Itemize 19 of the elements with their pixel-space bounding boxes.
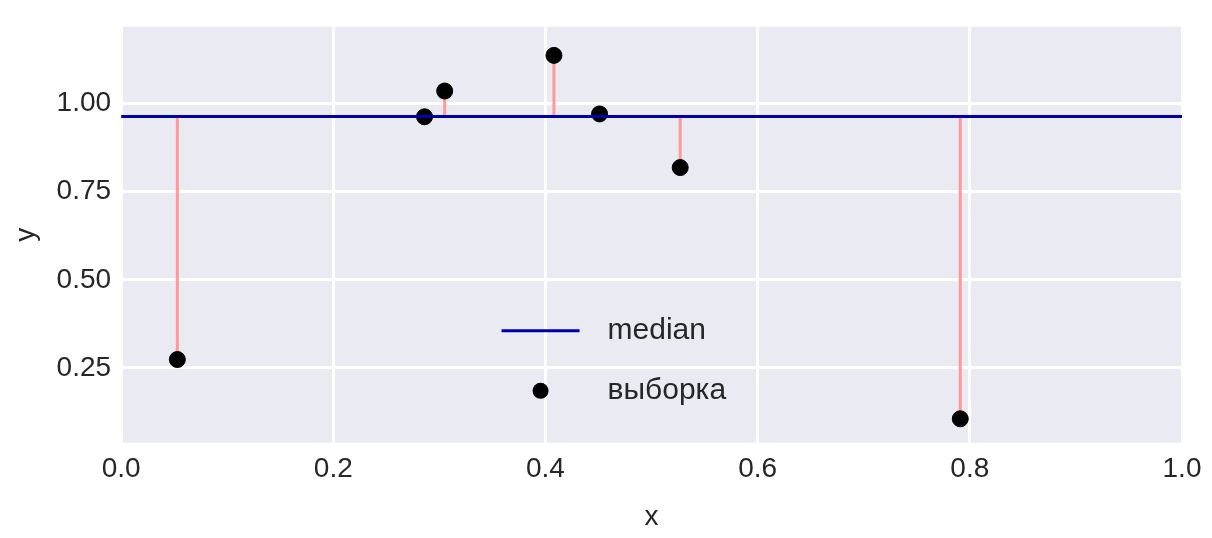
- y-tick-label: 1.00: [56, 86, 112, 118]
- legend-label: median: [607, 312, 706, 346]
- x-tick-label: 0.2: [313, 452, 353, 484]
- point: [436, 82, 454, 100]
- legend-label: выборка: [607, 372, 727, 406]
- point: [951, 410, 969, 428]
- y-tick-label: 0.25: [56, 350, 112, 382]
- y-axis-title: y: [8, 227, 40, 242]
- x-tick-label: 0.6: [738, 452, 778, 484]
- point: [545, 46, 563, 64]
- x-tick-label: 0.8: [950, 452, 990, 484]
- x-tick-label: 0.4: [525, 452, 565, 484]
- y-tick-label: 0.75: [56, 174, 112, 206]
- x-tick-label: 0.0: [101, 452, 141, 484]
- y-tick-label: 0.50: [56, 262, 112, 294]
- x-tick-label: 1.0: [1162, 452, 1202, 484]
- point: [671, 159, 689, 177]
- point: [168, 351, 186, 369]
- x-axis-title: x: [644, 499, 659, 531]
